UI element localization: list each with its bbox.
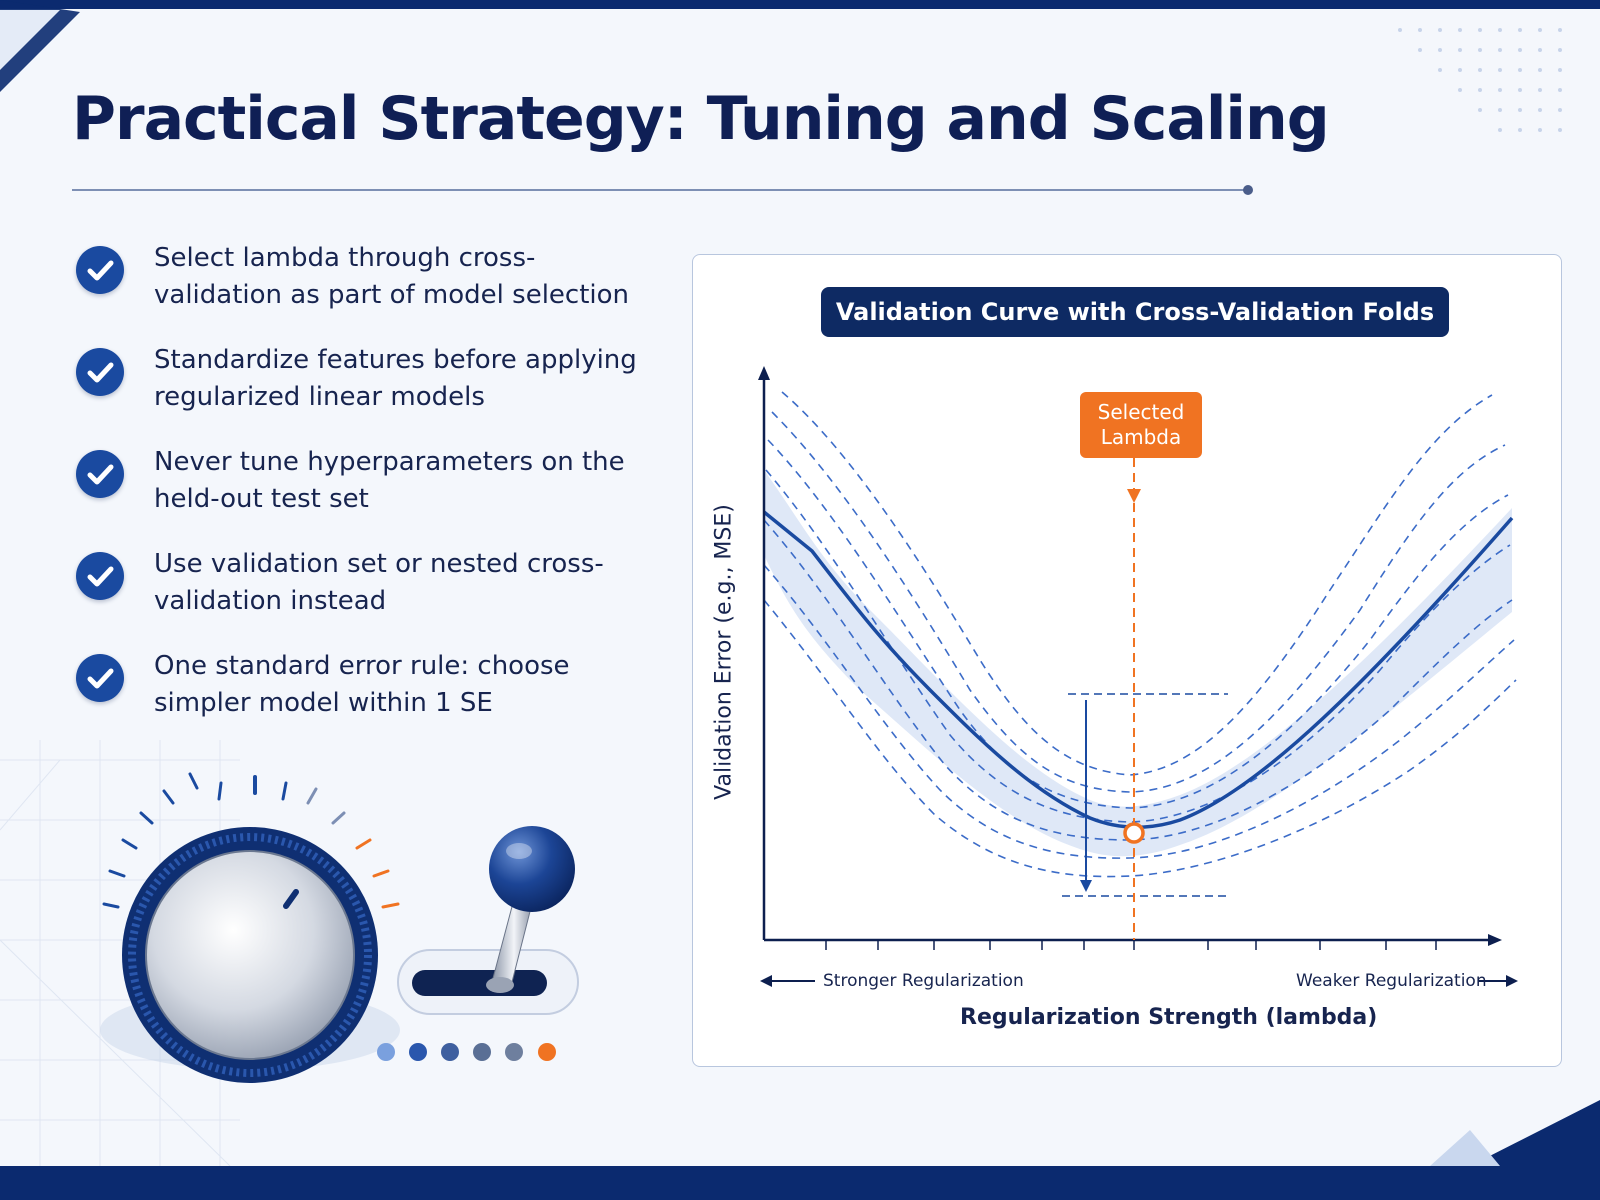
knob-scale-ticks-orange	[355, 838, 400, 909]
check-circle-icon	[76, 348, 124, 396]
error-band	[764, 470, 1512, 857]
bullet-text: One standard error rule: choose simpler …	[154, 651, 570, 718]
x-axis-title: Regularization Strength (lambda)	[960, 1005, 1378, 1030]
title-underline-dot	[1243, 185, 1253, 195]
corner-triangle-top-left-light	[0, 10, 60, 70]
knob-grip	[128, 833, 372, 1077]
knob-face	[145, 850, 355, 1060]
chart-title: Validation Curve with Cross-Validation F…	[821, 287, 1449, 337]
list-item: Use validation set or nested cross-valid…	[76, 546, 656, 648]
dot-grid-top-right	[1398, 28, 1562, 132]
one-se-arrow-head	[1080, 880, 1092, 892]
knob-scale-ticks	[102, 772, 346, 909]
check-circle-icon	[76, 552, 124, 600]
grid-bottom-left	[0, 740, 240, 1167]
selected-lambda-point	[1123, 822, 1145, 844]
one-se-bracket	[1062, 693, 1228, 897]
bullet-text: Never tune hyperparameters on the held-o…	[154, 447, 625, 514]
top-accent-bar	[0, 0, 1600, 9]
list-item: One standard error rule: choose simpler …	[76, 648, 656, 750]
check-circle-icon	[76, 246, 124, 294]
bullet-text: Use validation set or nested cross-valid…	[154, 549, 604, 616]
y-axis-arrow	[758, 366, 770, 380]
corner-triangle-bottom-right-light	[1430, 1130, 1500, 1166]
progress-dots	[377, 1043, 556, 1061]
check-circle-icon	[76, 654, 124, 702]
fold-curve	[767, 439, 1509, 809]
selected-lambda-arrow	[1127, 489, 1141, 503]
knob-pointer	[283, 889, 299, 909]
fold-curve	[765, 469, 1511, 823]
mean-validation-curve	[762, 510, 1514, 829]
selected-lambda-callout: Selected Lambda	[1080, 392, 1202, 458]
x-axis-arrow	[1488, 934, 1502, 946]
weaker-regularization-label: Weaker Regularization	[1296, 971, 1487, 991]
check-circle-icon	[76, 450, 124, 498]
stronger-regularization-label: Stronger Regularization	[823, 971, 1024, 991]
y-axis-title: Validation Error (e.g., MSE)	[711, 504, 737, 800]
lever-ball	[489, 826, 575, 912]
x-axis-ticks	[825, 940, 1437, 950]
page-title: Practical Strategy: Tuning and Scaling	[72, 84, 1330, 154]
left-direction-arrow-head	[760, 975, 772, 987]
fold-curve	[763, 564, 1515, 859]
list-item: Select lambda through cross-validation a…	[76, 240, 656, 342]
fold-curve	[781, 391, 1493, 776]
corner-triangle-bottom-right	[1470, 1100, 1600, 1166]
list-item: Never tune hyperparameters on the held-o…	[76, 444, 656, 546]
right-direction-arrow-head	[1506, 975, 1518, 987]
fold-curve	[771, 411, 1506, 793]
bottom-accent-bar	[0, 1166, 1600, 1200]
lever-ball-highlight	[506, 843, 532, 859]
bullet-text: Standardize features before applying reg…	[154, 345, 637, 412]
bullet-list: Select lambda through cross-validation a…	[76, 240, 656, 750]
lever-pivot	[486, 977, 514, 993]
list-item: Standardize features before applying reg…	[76, 342, 656, 444]
bullet-text: Select lambda through cross-validation a…	[154, 243, 630, 310]
